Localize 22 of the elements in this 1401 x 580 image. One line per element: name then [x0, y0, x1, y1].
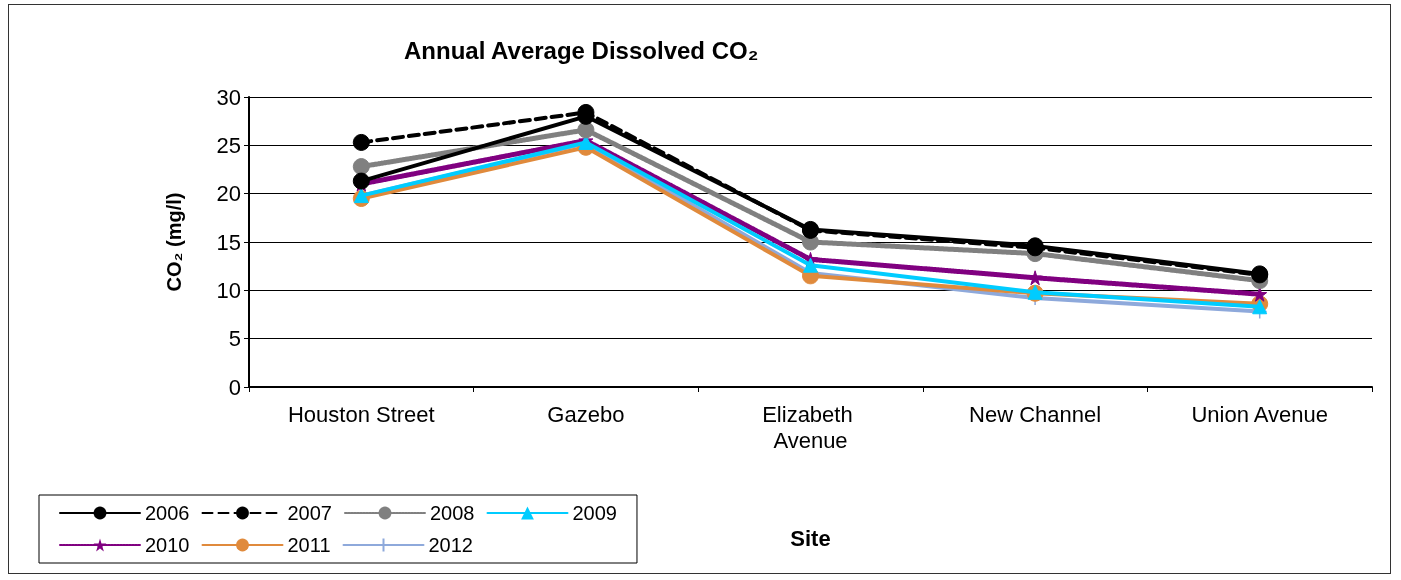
legend-label: 2009 [572, 502, 617, 524]
x-tick-label: Union Avenue [1191, 401, 1328, 427]
x-tick-label: Elizabeth Avenue [762, 401, 859, 453]
x-tick-label: Houston Street [287, 401, 435, 427]
legend-label: 2008 [429, 502, 475, 524]
y-tick-label: 25 [216, 132, 241, 158]
y-tick-label: 10 [216, 277, 241, 303]
legend-label: 2011 [287, 534, 331, 556]
y-tick-label: 30 [216, 84, 241, 110]
legend-label: 2012 [428, 534, 473, 556]
y-tick-label: 5 [228, 326, 241, 352]
x-tick-label: New Channel [969, 401, 1102, 427]
x-tick-label: Gazebo [547, 401, 625, 427]
chart-title: Annual Average Dissolved CO₂ [404, 36, 759, 64]
y-tick-label: 20 [216, 181, 241, 207]
y-tick-label: 15 [216, 229, 241, 255]
x-axis-title: Site [790, 525, 831, 551]
legend-label: 2007 [287, 502, 332, 524]
y-tick-label: 0 [228, 374, 241, 400]
legend-label: 2010 [145, 534, 190, 556]
y-axis-title: CO₂ (mg/l) [163, 192, 185, 292]
legend-label: 2006 [145, 502, 190, 524]
